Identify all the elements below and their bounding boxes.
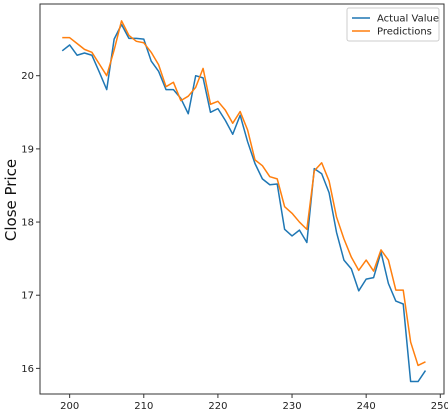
y-tick-label: 19 [21,144,34,155]
y-tick-label: 18 [21,218,34,229]
legend-label: Actual Value [377,14,439,25]
plot-area [39,3,445,395]
legend-label: Predictions [377,27,432,38]
x-tick-label: 230 [282,401,301,412]
x-tick-label: 220 [208,401,227,412]
y-tick-label: 20 [21,71,34,82]
y-axis-label: Close Price [2,159,20,241]
y-tick-label: 16 [21,364,34,375]
axes-frame [39,3,445,395]
x-tick-label: 240 [357,401,376,412]
y-tick-label: 17 [21,291,34,302]
series-lines [61,20,427,383]
series-line-predictions [62,20,426,367]
series-line-actual-value [61,23,427,383]
y-axis-ticks: 16 17 18 19 20 [21,71,40,375]
x-tick-label: 250 [431,401,448,412]
x-axis-ticks: 200 210 220 230 240 250 [60,394,448,412]
x-tick-label: 210 [134,401,153,412]
legend: Actual Value Predictions [346,7,440,42]
x-tick-label: 200 [60,401,79,412]
legend-box [346,7,440,42]
